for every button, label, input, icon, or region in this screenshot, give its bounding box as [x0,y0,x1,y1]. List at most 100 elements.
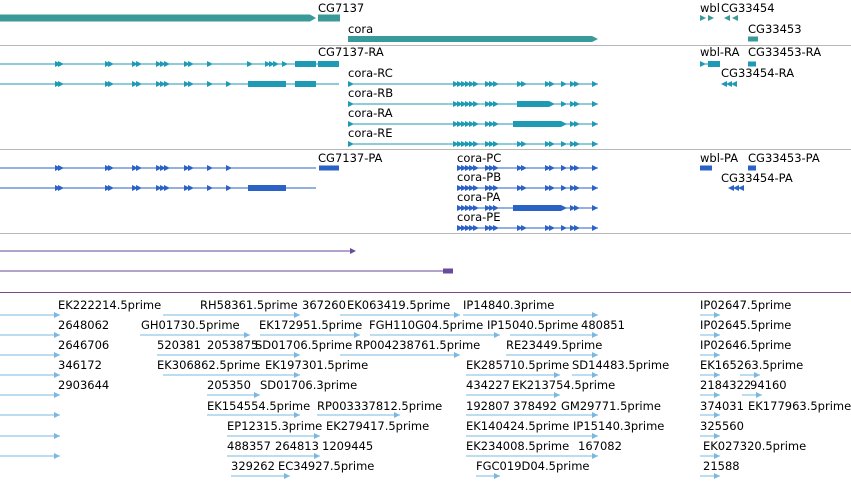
est-label[interactable]: FGC019D04.5prime [476,459,590,473]
protein-glyph-cora-pb-exon[interactable] [469,185,475,191]
transcript-glyph-cora-re-exon[interactable] [561,141,567,147]
protein-glyph-cg7137-b-exon[interactable] [156,185,162,191]
est-label[interactable]: RH58361.5prime [200,298,298,312]
protein-glyph-cora-pc-exon[interactable] [461,165,467,171]
est-label[interactable]: EK154554.5prime [207,399,311,413]
transcript-glyph-cora-re-exon[interactable] [574,141,580,147]
transcript-glyph-cg7137-ra-exon[interactable] [273,61,279,67]
protein-glyph-cg7137-b-exon[interactable] [58,185,64,191]
protein-glyph-cg7137-b-exon[interactable] [108,185,114,191]
protein-glyph-cora-pb-exon[interactable] [465,185,471,191]
est-label[interactable]: 21588 [703,459,740,473]
transcript-glyph-cora-ra-exon[interactable] [453,121,459,127]
est-glyph-end[interactable] [592,372,598,378]
protein-glyph-wbl-pa[interactable] [700,165,712,171]
transcript-glyph-cora-rc-exon[interactable] [457,81,463,87]
gene-label[interactable]: cora [348,22,374,36]
est-glyph-end[interactable] [714,372,720,378]
transcript-glyph-cora-re-exon[interactable] [545,141,551,147]
est-glyph-end[interactable] [354,332,360,338]
transcript-glyph-cora-rc-exon[interactable] [521,81,527,87]
protein-glyph-cg33454-pa[interactable] [738,185,744,191]
protein-glyph-cora-pe-exon[interactable] [561,225,567,231]
protein-glyph-cora-pc-exon[interactable] [592,165,598,171]
protein-glyph-cora-pe-exon[interactable] [489,225,495,231]
est-label[interactable]: 325560 [700,419,744,433]
est-glyph-end[interactable] [592,352,598,358]
transcript-glyph-cora-ra-cds[interactable] [513,121,561,127]
transcript-glyph-cora-rc-exon[interactable] [469,81,475,87]
transcript-glyph-cg7137-ra-exon[interactable] [136,61,142,67]
gene-label[interactable]: CG7137 [318,1,365,15]
transcript-glyph-cora-rc-exon[interactable] [465,81,471,87]
transcript-glyph-cora-rb-exon[interactable] [473,101,479,107]
est-glyph-end[interactable] [494,473,500,479]
est-label[interactable]: 367260 [302,298,346,312]
transcript-glyph-cg7137-exon[interactable] [136,81,142,87]
est-label[interactable]: EK234008.5prime [466,439,570,453]
est-label[interactable]: IP02645.5prime [700,318,792,332]
transcript-glyph-cg7137-ra-exon[interactable] [269,61,275,67]
est-glyph-end[interactable] [714,453,720,459]
est-glyph-end[interactable] [714,412,720,418]
protein-glyph-cg7137-exon[interactable] [160,165,166,171]
gene-label[interactable]: CG33454 [721,1,775,15]
protein-glyph-cora-pc-exon[interactable] [574,165,580,171]
protein-glyph-cora-pc-exon[interactable] [517,165,523,171]
est-glyph-end[interactable] [454,312,460,318]
transcript-glyph-cora-rc-exon[interactable] [453,81,459,87]
protein-glyph-cg7137-exon[interactable] [108,165,114,171]
other-feature-end[interactable] [350,248,356,254]
transcript-glyph-cora-rb-exon[interactable] [485,101,491,107]
transcript-glyph-cg33454-ra[interactable] [726,81,732,87]
est-label[interactable]: 488357 [227,439,271,453]
protein-glyph-cora-pe-exon[interactable] [457,225,463,231]
est-label[interactable]: 94160 [750,378,787,392]
transcript-glyph-cg7137-ra-exon[interactable] [164,61,170,67]
protein-glyph-cg7137-exon[interactable] [132,165,138,171]
transcript-glyph-cora-rc-exon[interactable] [489,81,495,87]
transcript-glyph-cg7137-ra-exon[interactable] [108,61,114,67]
protein-glyph-cora-pa-exon[interactable] [489,205,495,211]
est-label[interactable]: 205350 [207,378,251,392]
protein-glyph-cg7137-exon[interactable] [207,165,213,171]
est-glyph-end[interactable] [592,412,598,418]
protein-glyph-cora-pc-exon[interactable] [549,165,555,171]
est-label[interactable]: SD14483.5prime [572,358,670,372]
est-label[interactable]: 329262 [231,459,275,473]
gene-glyph-cg7137-end[interactable] [318,14,340,22]
transcript-glyph-cg7137-ra-exon[interactable] [265,61,271,67]
est-label[interactable]: IP15040.5prime [487,318,579,332]
transcript-glyph-wbl-ra-exon[interactable] [700,61,706,67]
transcript-label[interactable]: CG7137-RA [318,45,384,59]
est-label[interactable]: IP14840.3prime [463,298,555,312]
protein-glyph-cg7137-exon[interactable] [188,165,194,171]
transcript-glyph-cora-rc-exon[interactable] [493,81,499,87]
protein-label[interactable]: cora-PA [457,190,501,204]
protein-label[interactable]: CG33454-PA [721,171,793,185]
protein-glyph-cora-pa-cds[interactable] [513,205,561,211]
transcript-glyph-wbl-ra-cds[interactable] [708,61,720,67]
est-label[interactable]: FGH110G04.5prime [369,318,484,332]
est-glyph-end[interactable] [54,352,60,358]
transcript-label[interactable]: CG33454-RA [721,66,795,80]
transcript-glyph-cora-ra-exon[interactable] [461,121,467,127]
transcript-glyph-cg7137-ra-exon[interactable] [58,61,64,67]
transcript-glyph-cora-ra-exon[interactable] [473,121,479,127]
transcript-glyph-cora-rc-exon[interactable] [549,81,555,87]
protein-label[interactable]: cora-PB [457,170,502,184]
protein-glyph-cg7137-b-exon[interactable] [226,185,232,191]
est-glyph-end[interactable] [294,312,300,318]
protein-glyph-cora-pb-exon[interactable] [561,185,567,191]
protein-glyph-cora-pe-exon[interactable] [461,225,467,231]
transcript-glyph-cora-re-exon[interactable] [485,141,491,147]
protein-glyph-cora-pb-exon[interactable] [592,185,598,191]
est-label[interactable]: 2646706 [58,338,110,352]
transcript-glyph-cora-re-exon[interactable] [473,141,479,147]
transcript-glyph-cora-rb-exon[interactable] [461,101,467,107]
transcript-label[interactable]: cora-RB [348,86,394,100]
gene-glyph-cg33454[interactable] [732,15,738,21]
est-glyph-end[interactable] [592,312,598,318]
protein-glyph-cg33454-pa[interactable] [733,185,739,191]
protein-glyph-cora-pa-exon[interactable] [592,205,598,211]
